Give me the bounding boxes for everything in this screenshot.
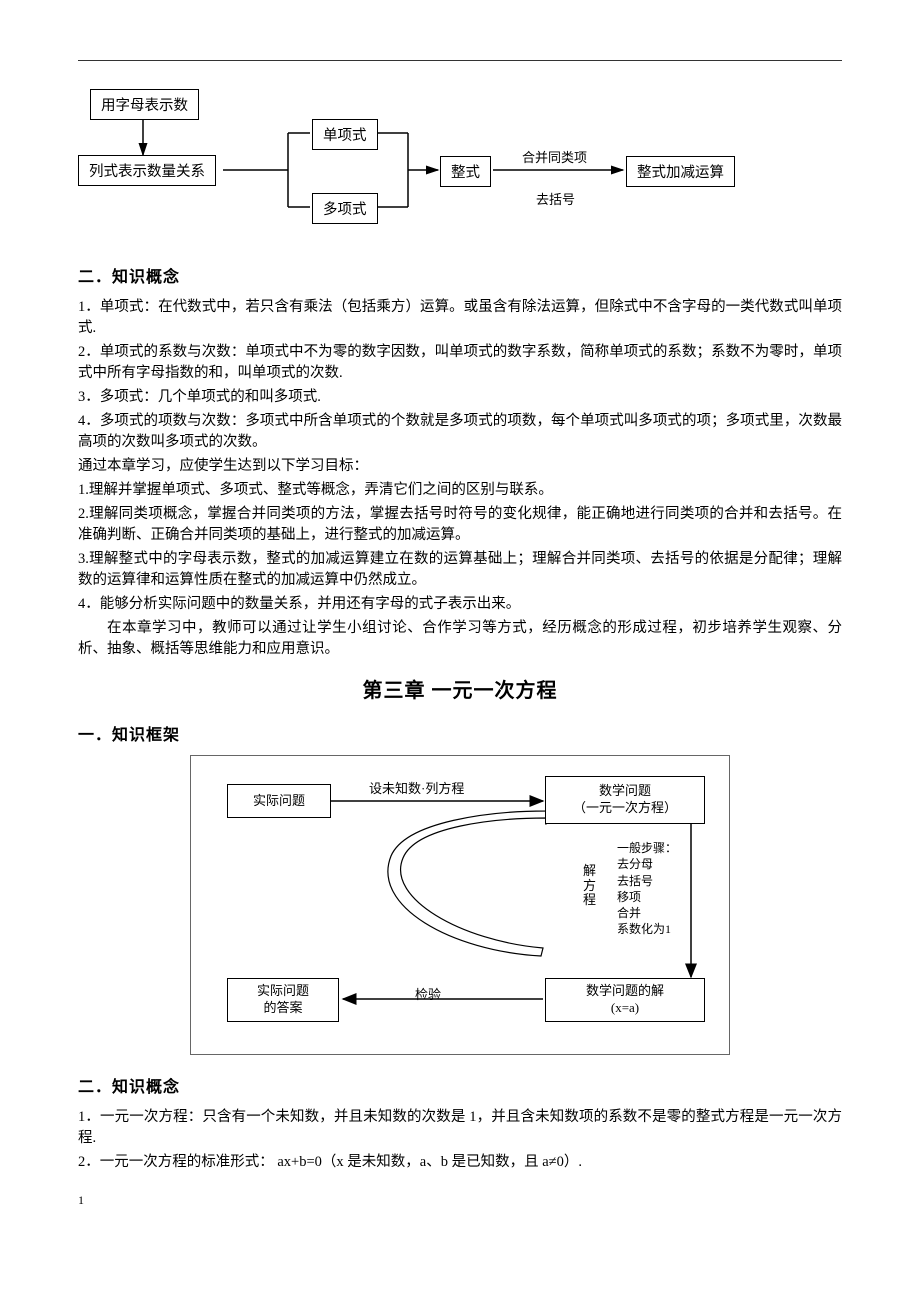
section-head-2b: 二．知识概念: [78, 1073, 842, 1097]
section-head-1b: 一．知识框架: [78, 721, 842, 745]
d1-box-add-sub: 整式加减运算: [626, 156, 735, 187]
diagram-integer-expression: 用字母表示数 列式表示数量关系 单项式 多项式 整式 整式加减运算 合并同类项 …: [78, 85, 842, 245]
d2-label-top: 设未知数·列方程: [369, 778, 464, 797]
c2-p7: 2.理解同类项概念，掌握合并同类项的方法，掌握去括号时符号的变化规律，能正确地进…: [78, 504, 842, 546]
concepts-2: 1．单项式：在代数式中，若只含有乘法（包括乘方）运算。或虽含有除法运算，但除式中…: [78, 297, 842, 660]
d2-step3: 移项: [617, 889, 677, 905]
d2-box-real-problem: 实际问题: [227, 784, 331, 818]
d2-b4-l1: 数学问题的解: [586, 983, 664, 1000]
d2-steps-title: 一般步骤：: [617, 840, 677, 856]
c2b-p2: 2．一元一次方程的标准形式： ax+b=0（x 是未知数，a、b 是已知数，且 …: [78, 1152, 842, 1173]
d2-steps: 一般步骤： 去分母 去括号 移项 合并 系数化为1: [617, 840, 677, 937]
d2-label-bottom: 检验: [415, 984, 441, 1003]
c2b-p1: 1．一元一次方程：只含有一个未知数，并且未知数的次数是 1，并且含未知数项的系数…: [78, 1107, 842, 1149]
d2-b4-l2: (x=a): [611, 1000, 639, 1017]
d2-box-real-answer: 实际问题 的答案: [227, 978, 339, 1022]
d1-box-polynomial: 多项式: [312, 193, 378, 224]
c2-p10: 在本章学习中，教师可以通过让学生小组讨论、合作学习等方式，经历概念的形成过程，初…: [78, 618, 842, 660]
d1-box-integer-expr: 整式: [440, 156, 491, 187]
c2-p1: 1．单项式：在代数式中，若只含有乘法（包括乘方）运算。或虽含有除法运算，但除式中…: [78, 297, 842, 339]
d2-b3-l2: 的答案: [263, 1000, 302, 1017]
c2-p6: 1.理解并掌握单项式、多项式、整式等概念，弄清它们之间的区别与联系。: [78, 480, 842, 501]
section-head-2: 二．知识概念: [78, 263, 842, 287]
d1-label-bracket: 去括号: [536, 189, 575, 208]
d2-b3-l1: 实际问题: [257, 983, 309, 1000]
c2-p8: 3.理解整式中的字母表示数，整式的加减运算建立在数的运算基础上；理解合并同类项、…: [78, 549, 842, 591]
c2-p3: 3．多项式：几个单项式的和叫多项式.: [78, 387, 842, 408]
c2-p2: 2．单项式的系数与次数：单项式中不为零的数字因数，叫单项式的数字系数，简称单项式…: [78, 342, 842, 384]
d2-label-solve: 解方程: [583, 864, 599, 907]
document-page: 用字母表示数 列式表示数量关系 单项式 多项式 整式 整式加减运算 合并同类项 …: [0, 0, 920, 1248]
d2-box-solution: 数学问题的解 (x=a): [545, 978, 705, 1022]
concepts-2b: 1．一元一次方程：只含有一个未知数，并且未知数的次数是 1，并且含未知数项的系数…: [78, 1107, 842, 1173]
d2-b2-l1: 数学问题: [599, 783, 651, 800]
d1-box-letter-number: 用字母表示数: [90, 89, 199, 120]
c2-p9: 4．能够分析实际问题中的数量关系，并用还有字母的式子表示出来。: [78, 594, 842, 615]
d1-box-expression-relation: 列式表示数量关系: [78, 155, 216, 186]
d2-step1: 去分母: [617, 856, 677, 872]
c2-p5: 通过本章学习，应使学生达到以下学习目标：: [78, 456, 842, 477]
d2-solve-v: 解方程: [583, 863, 596, 907]
top-rule: [78, 60, 842, 61]
d2-step4: 合并: [617, 905, 677, 921]
d2-step2: 去括号: [617, 873, 677, 889]
d1-box-monomial: 单项式: [312, 119, 378, 150]
d2-box-math-problem: 数学问题 （一元一次方程）: [545, 776, 705, 824]
page-number: 1: [78, 1193, 842, 1208]
diagram-linear-equation: 实际问题 数学问题 （一元一次方程） 实际问题 的答案 数学问题的解 (x=a)…: [190, 755, 730, 1055]
diagram2-wrap: 实际问题 数学问题 （一元一次方程） 实际问题 的答案 数学问题的解 (x=a)…: [78, 755, 842, 1055]
d1-label-merge: 合并同类项: [522, 147, 587, 166]
c2-p4: 4．多项式的项数与次数：多项式中所含单项式的个数就是多项式的项数，每个单项式叫多…: [78, 411, 842, 453]
d2-step5: 系数化为1: [617, 921, 677, 937]
d2-b2-l2: （一元一次方程）: [573, 800, 677, 817]
chapter-3-title: 第三章 一元一次方程: [78, 674, 842, 703]
